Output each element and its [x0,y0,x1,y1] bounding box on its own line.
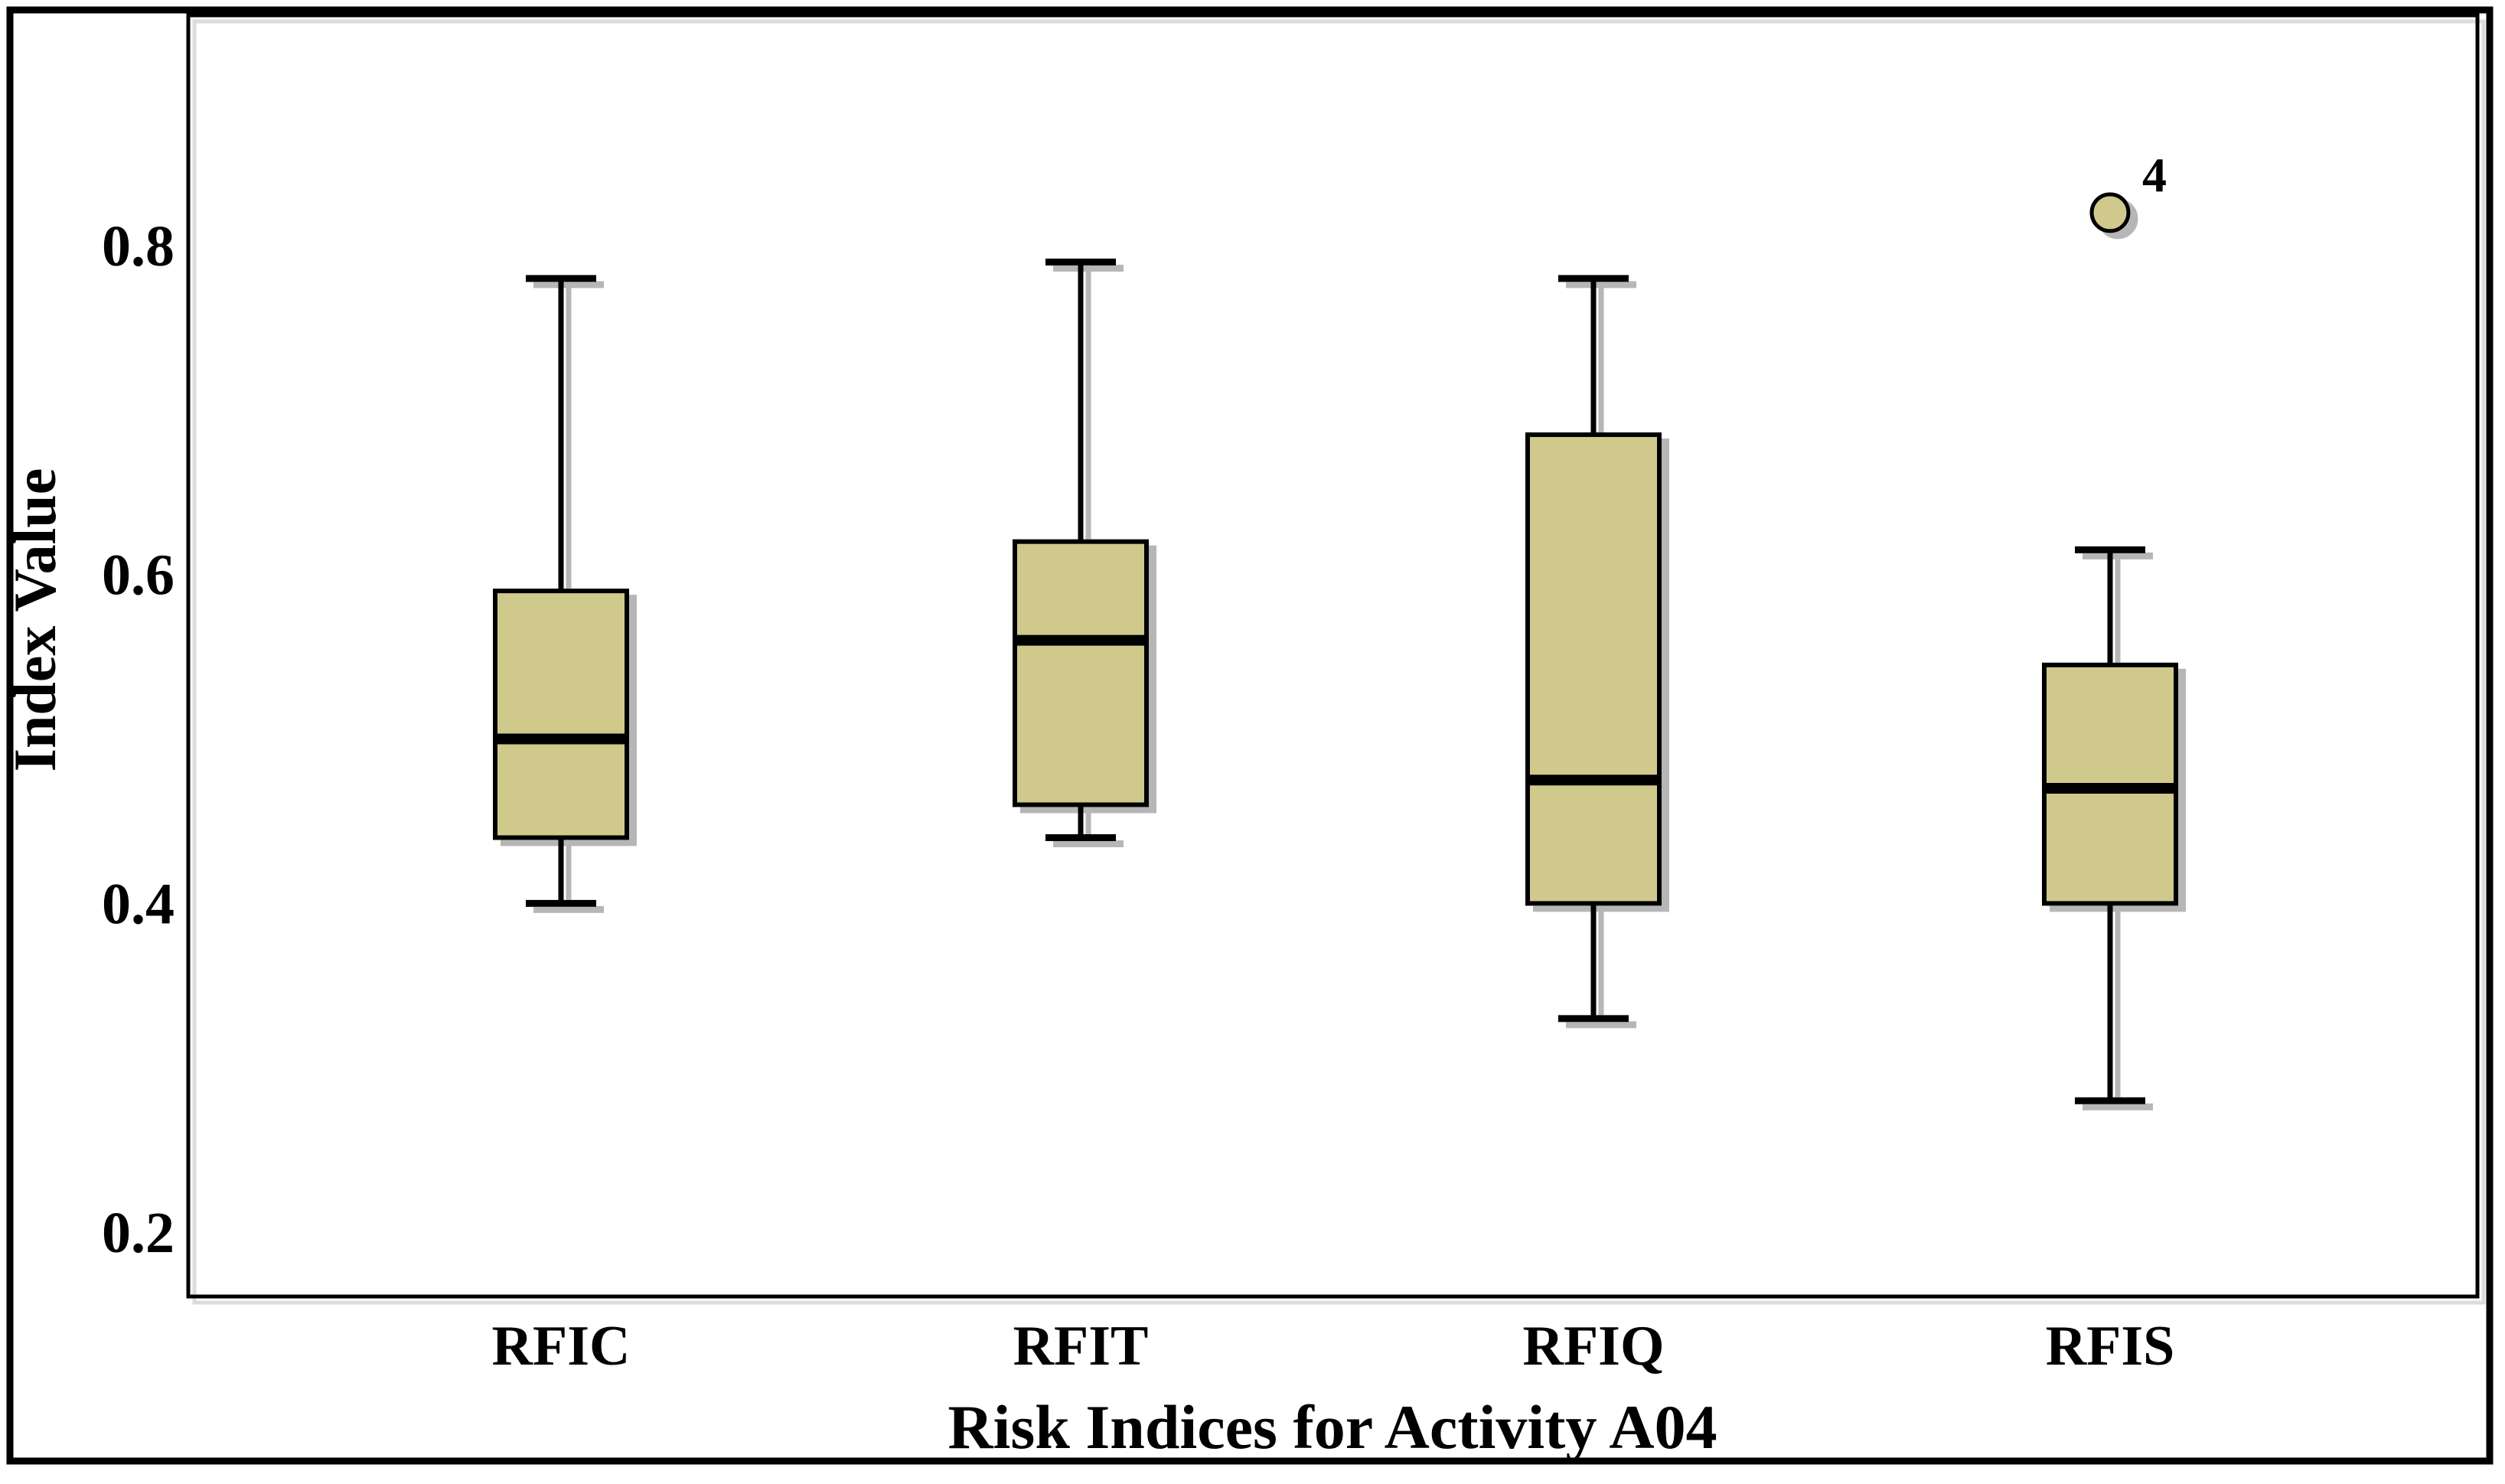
iqr-box [1525,432,1662,906]
box-rfis [2042,546,2178,1104]
x-tick-label: RFIS [2046,1315,2175,1378]
x-tick-label: RFIQ [1523,1315,1665,1378]
box-rfic [493,275,629,907]
iqr-box [1013,539,1149,807]
x-tick-label: RFIT [1013,1315,1149,1378]
x-axis-title: Risk Indices for Activity A04 [948,1392,1717,1462]
y-axis-tick-labels: 0.2 0.4 0.6 0.8 [102,214,175,1265]
plot-frame [186,13,2480,1299]
y-tick-label: 0.6 [102,543,175,608]
x-tick-label: RFIC [492,1315,631,1378]
box-rfit [1013,258,1149,841]
outlier-point [2089,192,2131,233]
y-tick-label: 0.4 [102,872,175,936]
y-tick-label: 0.2 [102,1201,175,1265]
x-axis-tick-labels: RFIC RFIT RFIQ RFIS [492,1315,2175,1378]
outlier-case-label: 4 [2142,148,2167,202]
box-rfiq [1525,275,1662,1022]
iqr-box [493,589,629,840]
y-axis-title: Index Value [2,468,68,772]
box-series: 4 [493,148,2178,1104]
y-tick-label: 0.8 [102,214,175,279]
figure-border [6,6,2494,1465]
